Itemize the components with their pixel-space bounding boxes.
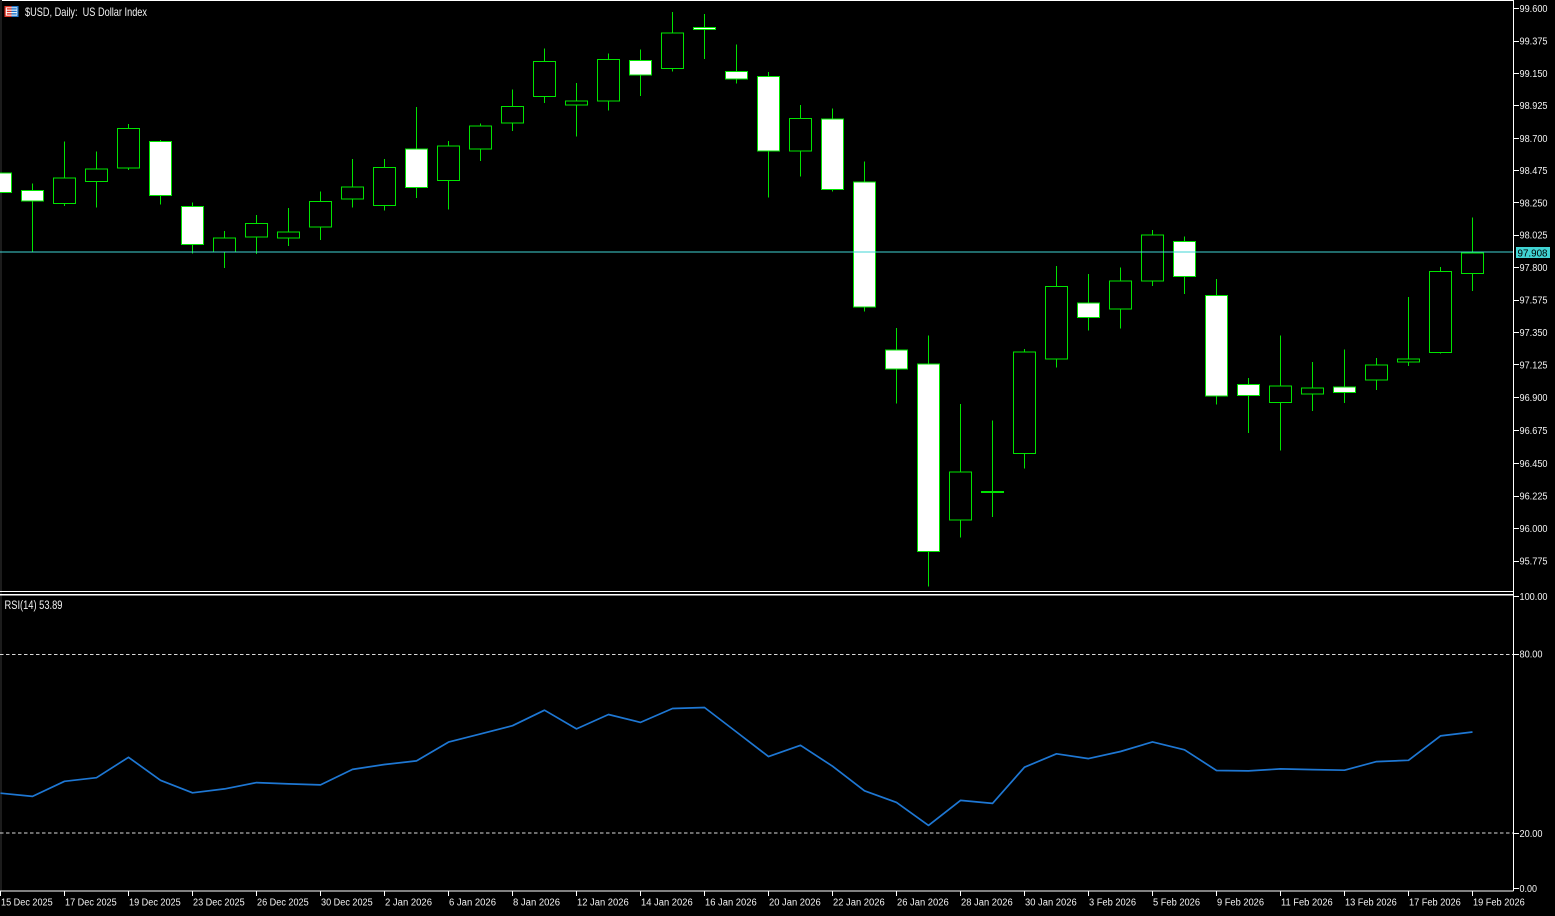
svg-text:9 Feb 2026: 9 Feb 2026 — [1217, 898, 1264, 909]
svg-text:98.700: 98.700 — [1520, 134, 1548, 145]
svg-text:15 Dec 2025: 15 Dec 2025 — [1, 898, 53, 909]
svg-text:20.00: 20.00 — [1520, 829, 1543, 840]
svg-text:12 Jan 2026: 12 Jan 2026 — [577, 898, 629, 909]
svg-text:20 Jan 2026: 20 Jan 2026 — [769, 898, 821, 909]
svg-text:98.025: 98.025 — [1520, 231, 1548, 242]
svg-text:97.800: 97.800 — [1520, 263, 1548, 274]
svg-text:14 Jan 2026: 14 Jan 2026 — [641, 898, 693, 909]
svg-text:97.125: 97.125 — [1520, 360, 1548, 371]
svg-text:98.925: 98.925 — [1520, 101, 1548, 112]
svg-text:13 Feb 2026: 13 Feb 2026 — [1345, 898, 1397, 909]
svg-text:19 Feb 2026: 19 Feb 2026 — [1473, 898, 1525, 909]
svg-text:96.675: 96.675 — [1520, 426, 1548, 437]
svg-text:5 Feb 2026: 5 Feb 2026 — [1153, 898, 1200, 909]
svg-text:3 Feb 2026: 3 Feb 2026 — [1089, 898, 1136, 909]
svg-text:97.350: 97.350 — [1520, 328, 1548, 339]
svg-text:17 Feb 2026: 17 Feb 2026 — [1409, 898, 1461, 909]
svg-text:26 Jan 2026: 26 Jan 2026 — [897, 898, 949, 909]
svg-text:28 Jan 2026: 28 Jan 2026 — [961, 898, 1013, 909]
svg-text:96.000: 96.000 — [1520, 524, 1548, 535]
svg-text:0.00: 0.00 — [1520, 884, 1538, 895]
svg-text:96.225: 96.225 — [1520, 492, 1548, 503]
svg-text:96.450: 96.450 — [1520, 459, 1548, 470]
svg-text:100.00: 100.00 — [1520, 592, 1548, 603]
svg-text:$USD, Daily: US Dollar Index: $USD, Daily: US Dollar Index — [25, 5, 147, 19]
svg-text:26 Dec 2025: 26 Dec 2025 — [257, 898, 309, 909]
svg-text:97.575: 97.575 — [1520, 295, 1548, 306]
svg-text:17 Dec 2025: 17 Dec 2025 — [65, 898, 117, 909]
svg-text:6 Jan 2026: 6 Jan 2026 — [449, 898, 496, 909]
svg-text:30 Dec 2025: 30 Dec 2025 — [321, 898, 373, 909]
svg-text:95.775: 95.775 — [1520, 557, 1548, 568]
svg-text:RSI(14) 53.89: RSI(14) 53.89 — [5, 600, 63, 612]
svg-text:97.908: 97.908 — [1518, 248, 1548, 259]
svg-text:98.250: 98.250 — [1520, 198, 1548, 209]
svg-text:98.475: 98.475 — [1520, 166, 1548, 177]
svg-text:22 Jan 2026: 22 Jan 2026 — [833, 898, 885, 909]
svg-text:99.600: 99.600 — [1520, 4, 1548, 15]
svg-text:30 Jan 2026: 30 Jan 2026 — [1025, 898, 1077, 909]
svg-text:99.375: 99.375 — [1520, 37, 1548, 48]
svg-text:96.900: 96.900 — [1520, 393, 1548, 404]
svg-text:99.150: 99.150 — [1520, 69, 1548, 80]
svg-text:11 Feb 2026: 11 Feb 2026 — [1281, 898, 1333, 909]
svg-text:19 Dec 2025: 19 Dec 2025 — [129, 898, 181, 909]
svg-text:16 Jan 2026: 16 Jan 2026 — [705, 898, 757, 909]
svg-text:23 Dec 2025: 23 Dec 2025 — [193, 898, 245, 909]
svg-text:80.00: 80.00 — [1520, 650, 1543, 661]
svg-text:8 Jan 2026: 8 Jan 2026 — [513, 898, 560, 909]
svg-text:2 Jan 2026: 2 Jan 2026 — [385, 898, 432, 909]
